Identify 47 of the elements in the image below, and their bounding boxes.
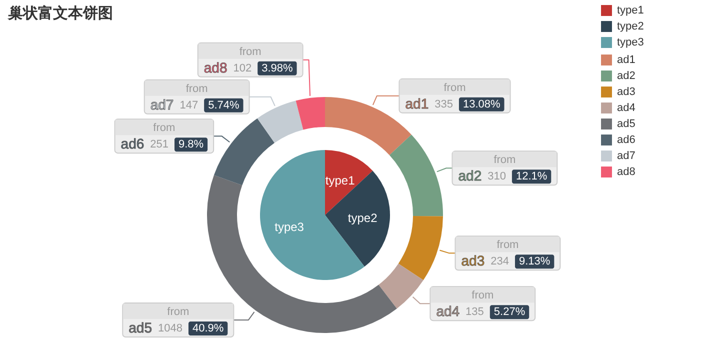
legend-label: ad6 (617, 134, 636, 146)
donut-slice (214, 118, 275, 186)
text: from (496, 239, 519, 252)
legend-label: ad8 (617, 166, 636, 178)
slice-label: ad1 (405, 95, 429, 112)
text: from (494, 154, 516, 166)
data-label: 234 9.13% (490, 256, 550, 268)
donut-slice (296, 97, 325, 130)
slice-label: ad4 (436, 303, 460, 320)
slice-label: ad5 (128, 320, 152, 336)
text: from (167, 306, 190, 318)
donut-slice (378, 264, 424, 309)
legend-label: ad5 (617, 118, 636, 130)
slice-label: ad7 (150, 96, 174, 112)
data-label: 102 3.98% (233, 62, 293, 74)
slice-label: ad8 (204, 59, 228, 76)
text: from (239, 46, 262, 58)
data-label: 147 5.74% (180, 99, 240, 112)
pie-slice (325, 170, 390, 267)
slice-label: ad6 (120, 136, 144, 152)
donut-slice (398, 216, 443, 280)
donut-slice (257, 100, 304, 143)
data-label: 310 12.1% (488, 170, 548, 183)
donut-slice (389, 134, 443, 216)
slice-label: ad3 (461, 252, 485, 269)
text: from (472, 290, 494, 302)
legend-label: ad2 (617, 70, 636, 82)
data-label: 251 9.8% (150, 138, 204, 151)
data-label: 335 13.08% (434, 98, 500, 110)
slice-label: type1 (325, 173, 356, 188)
slice-label: type3 (274, 220, 304, 234)
data-label: 135 5.27% (466, 306, 526, 318)
text: 巢状富文本饼图 (7, 4, 113, 22)
slice-label: ad2 (458, 168, 482, 184)
pie-slice (325, 150, 373, 215)
legend-label: ad3 (617, 86, 636, 98)
legend-label: ad1 (617, 54, 636, 66)
legend-label: type3 (617, 36, 644, 48)
text: from (186, 82, 208, 95)
legend-label: type1 (617, 4, 644, 16)
slice-label: type2 (348, 211, 378, 226)
text: from (444, 82, 466, 94)
legend-label: ad7 (617, 150, 636, 162)
data-label: 1048 40.9% (158, 322, 224, 335)
text: from (153, 122, 176, 134)
legend-label: type2 (617, 20, 644, 32)
legend-label: ad4 (617, 102, 636, 114)
